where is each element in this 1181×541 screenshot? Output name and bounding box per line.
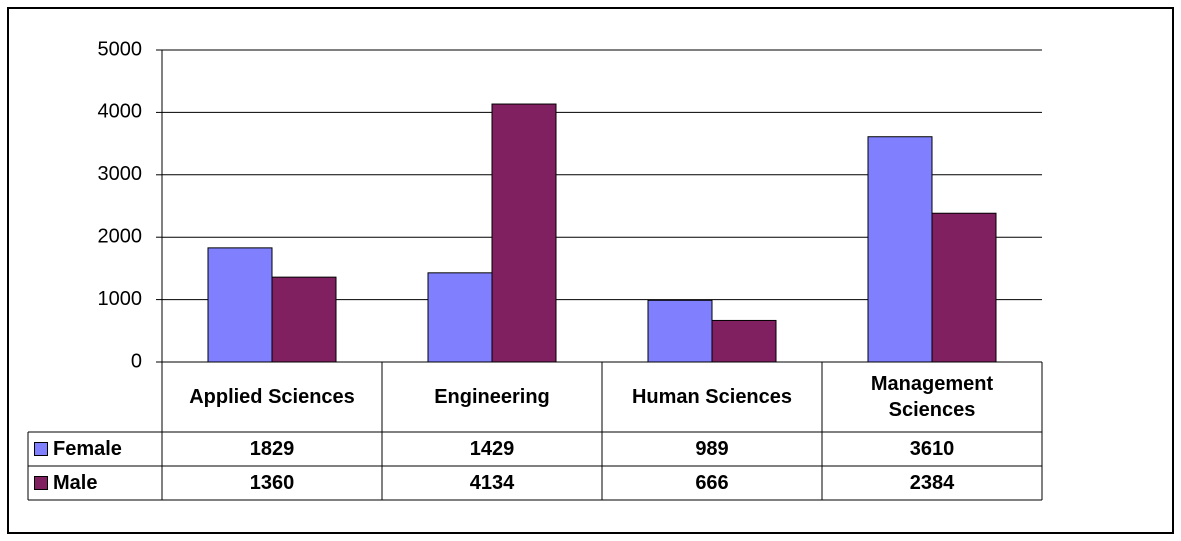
table-value-text: 989 [695,438,729,460]
table-value-text: 1429 [469,438,515,460]
table-value: 4134 [382,466,602,500]
bar [931,212,997,363]
bar [867,136,933,363]
bar [207,247,273,363]
category-label: Management Sciences [822,362,1042,432]
table-value: 3610 [822,432,1042,466]
table-value: 1429 [382,432,602,466]
table-value-text: 1360 [249,472,295,494]
table-value: 666 [602,466,822,500]
table-value-text: 4134 [469,472,515,494]
bar [711,319,777,363]
y-tick-label: 0 [131,350,142,372]
table-value: 1360 [162,466,382,500]
legend-label-text: Female [53,438,122,460]
table-value: 2384 [822,466,1042,500]
category-label-text: Human Sciences [631,386,793,408]
y-tick-label: 1000 [98,288,143,310]
legend-key [34,442,48,456]
category-label-text: Engineering [434,386,550,408]
table-value: 1829 [162,432,382,466]
category-label-text: Applied Sciences [189,386,355,408]
bar [427,272,493,363]
legend-label-text: Male [53,472,98,494]
bar [647,299,713,363]
table-value-text: 2384 [909,472,955,494]
table-value: 989 [602,432,822,466]
bar [271,276,337,363]
category-label: Engineering [382,362,602,432]
legend-label: Female [28,432,162,466]
table-value-text: 3610 [909,438,955,460]
y-tick-label: 4000 [98,101,143,123]
table-value-text: 1829 [249,438,295,460]
bar [491,103,557,363]
category-label: Applied Sciences [162,362,382,432]
category-label-text: Management Sciences [870,373,994,421]
legend-key [34,476,48,490]
y-tick-label: 5000 [98,38,143,60]
legend-label: Male [28,466,162,500]
category-label: Human Sciences [602,362,822,432]
y-tick-label: 2000 [98,225,143,247]
y-tick-label: 3000 [98,163,143,185]
table-value-text: 666 [695,472,729,494]
